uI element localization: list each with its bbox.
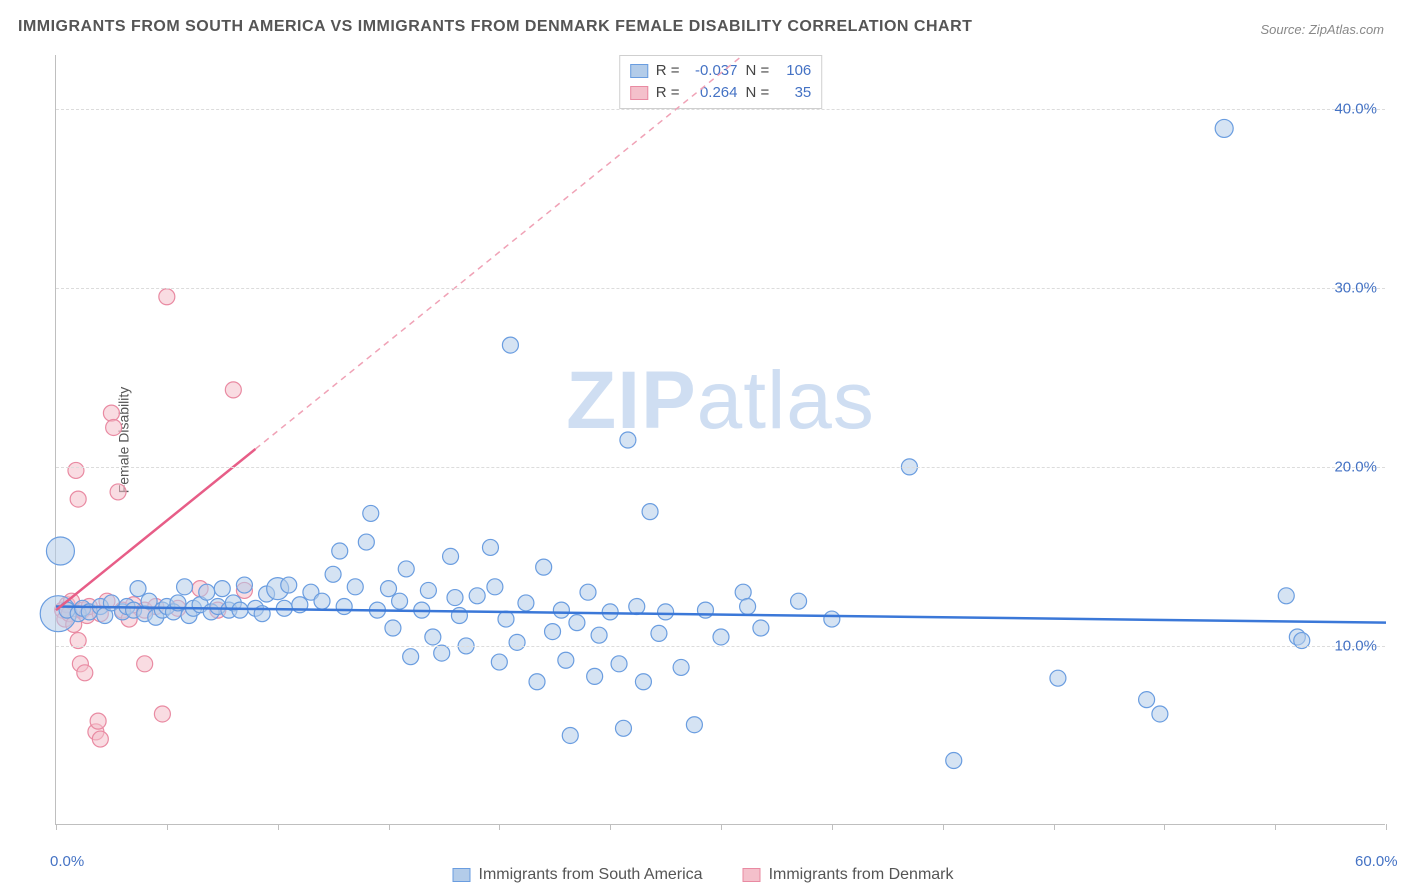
chart-svg — [56, 55, 1385, 824]
swatch-blue — [453, 868, 471, 882]
swatch-pink — [743, 868, 761, 882]
x-min-label: 0.0% — [50, 853, 84, 870]
legend-label-2: Immigrants from Denmark — [769, 866, 954, 884]
chart-title: IMMIGRANTS FROM SOUTH AMERICA VS IMMIGRA… — [18, 18, 972, 36]
x-max-label: 60.0% — [1355, 853, 1398, 870]
legend-item-2: Immigrants from Denmark — [743, 866, 954, 884]
source-attribution: Source: ZipAtlas.com — [1260, 22, 1384, 37]
legend-item-1: Immigrants from South America — [453, 866, 703, 884]
legend-label-1: Immigrants from South America — [479, 866, 703, 884]
bottom-legend: Immigrants from South America Immigrants… — [453, 866, 954, 884]
plot-area: Female Disability ZIPatlas R = -0.037 N … — [55, 55, 1385, 825]
